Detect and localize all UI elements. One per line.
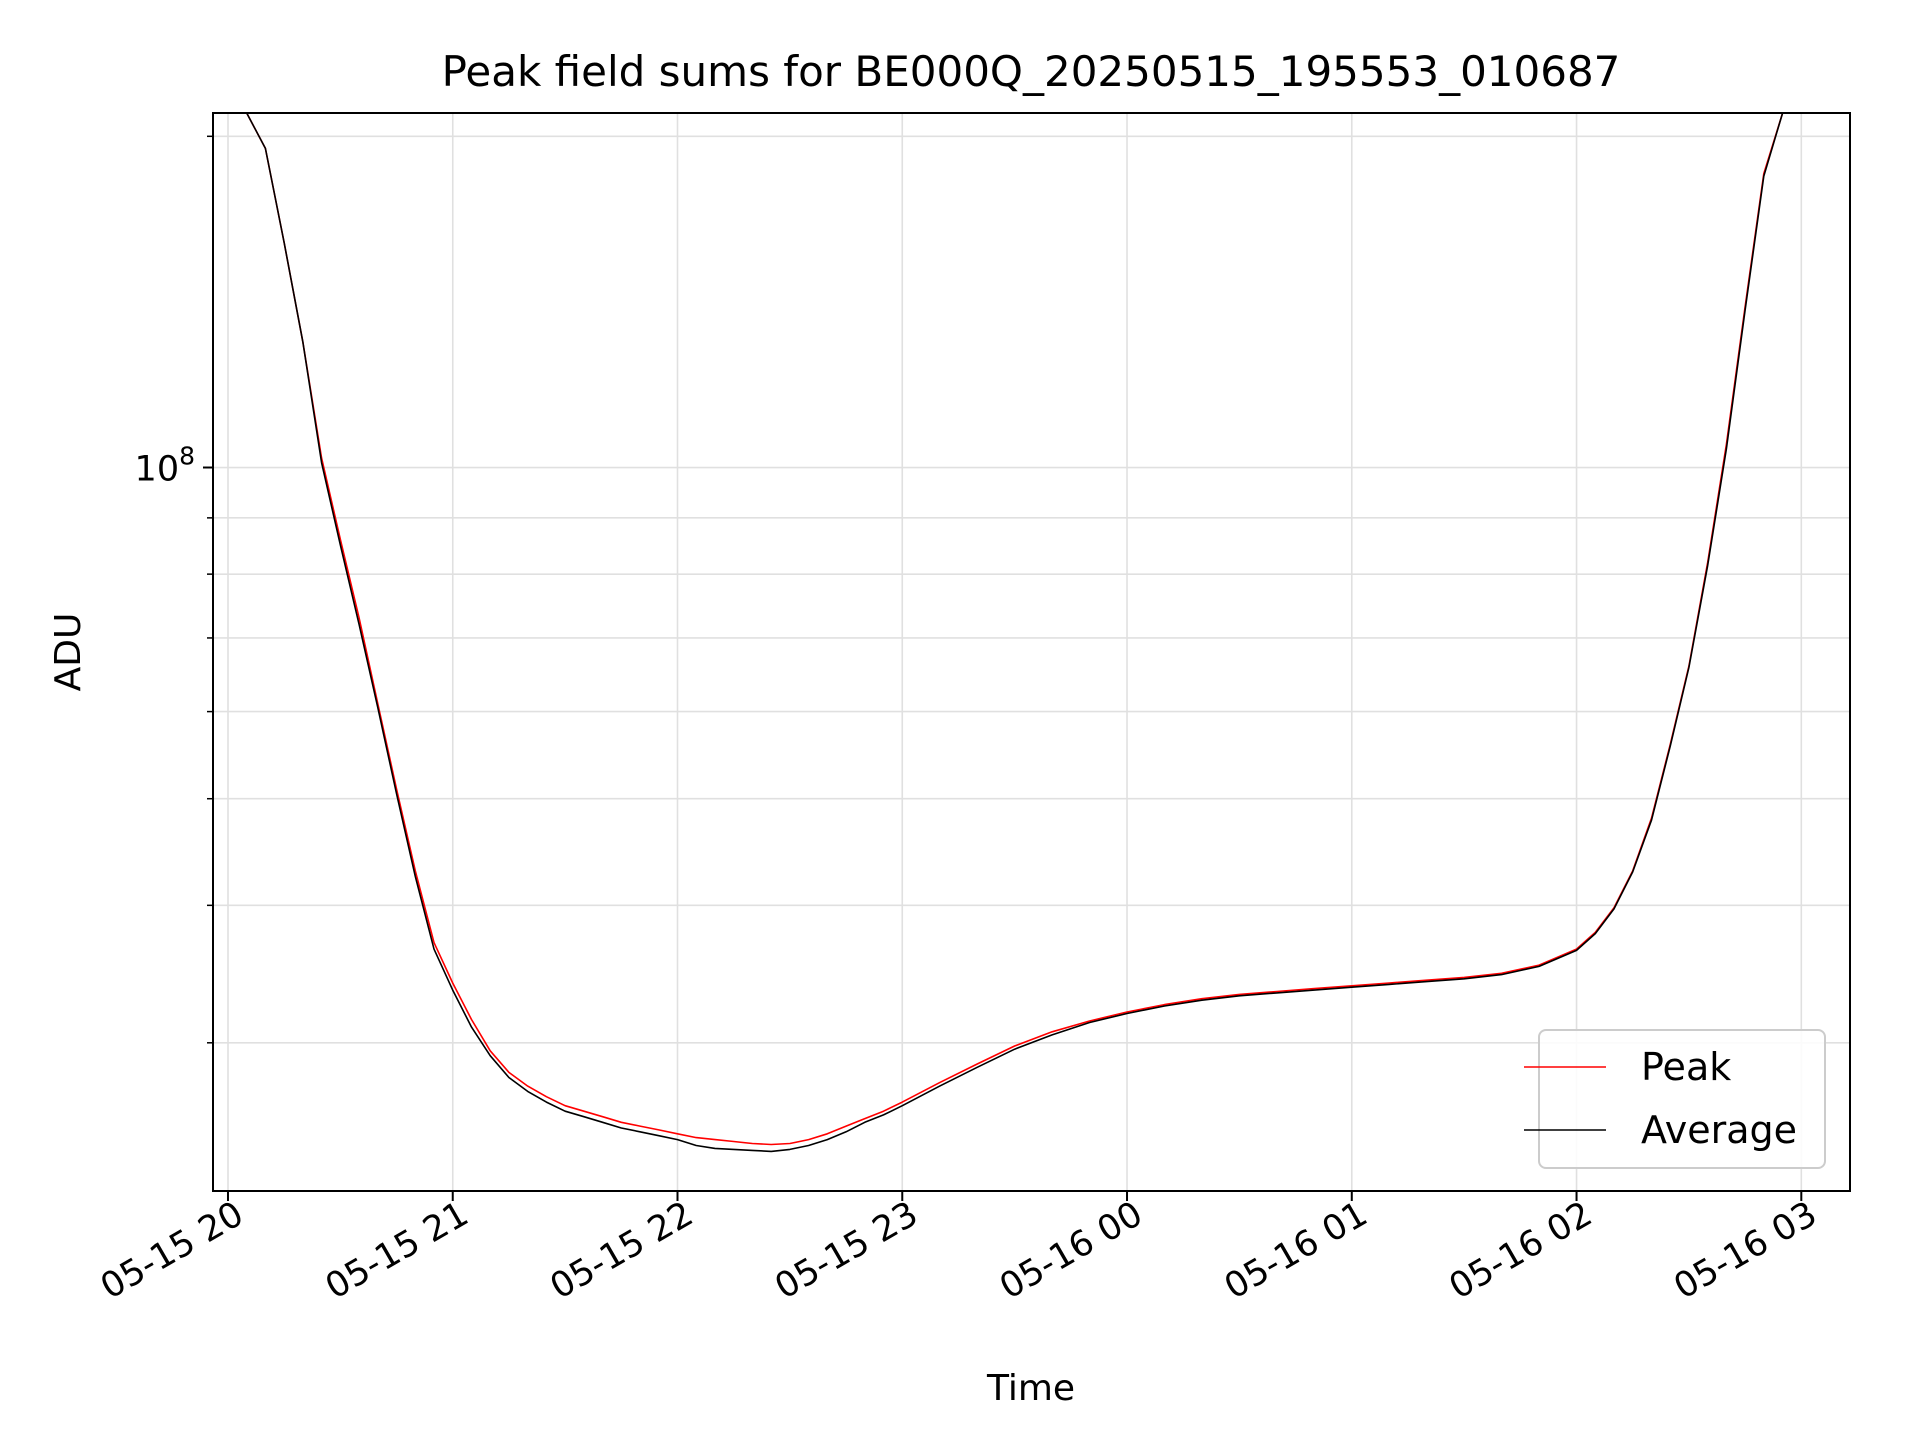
x-tick-label: 05-15 21 xyxy=(319,1194,475,1307)
series-line-average xyxy=(213,113,1784,1153)
x-axis-label: Time xyxy=(986,1368,1075,1409)
y-tick-label: 108 xyxy=(135,442,195,490)
chart-title: Peak field sums for BE000Q_20250515_1955… xyxy=(442,47,1621,96)
x-tick-label: 05-16 00 xyxy=(993,1194,1149,1307)
plot-series xyxy=(213,113,1784,1153)
x-tick-label: 05-15 20 xyxy=(94,1194,250,1307)
legend-average-label: Average xyxy=(1641,1108,1797,1152)
legend-peak-label: Peak xyxy=(1641,1045,1731,1089)
y-axis-label: ADU xyxy=(48,613,89,692)
x-tick-label: 05-15 23 xyxy=(768,1194,924,1307)
plot-area-frame xyxy=(212,112,1851,1192)
x-tick-label: 05-16 02 xyxy=(1443,1194,1599,1307)
series-line-peak xyxy=(213,113,1784,1146)
legend-box xyxy=(1538,1029,1826,1169)
x-tick-label: 05-16 03 xyxy=(1668,1194,1824,1307)
grid-lines xyxy=(213,113,1850,1191)
x-tick-label: 05-16 01 xyxy=(1218,1194,1374,1307)
legend: Peak Average xyxy=(1524,1029,1826,1169)
x-tick-label: 05-15 22 xyxy=(544,1194,700,1307)
